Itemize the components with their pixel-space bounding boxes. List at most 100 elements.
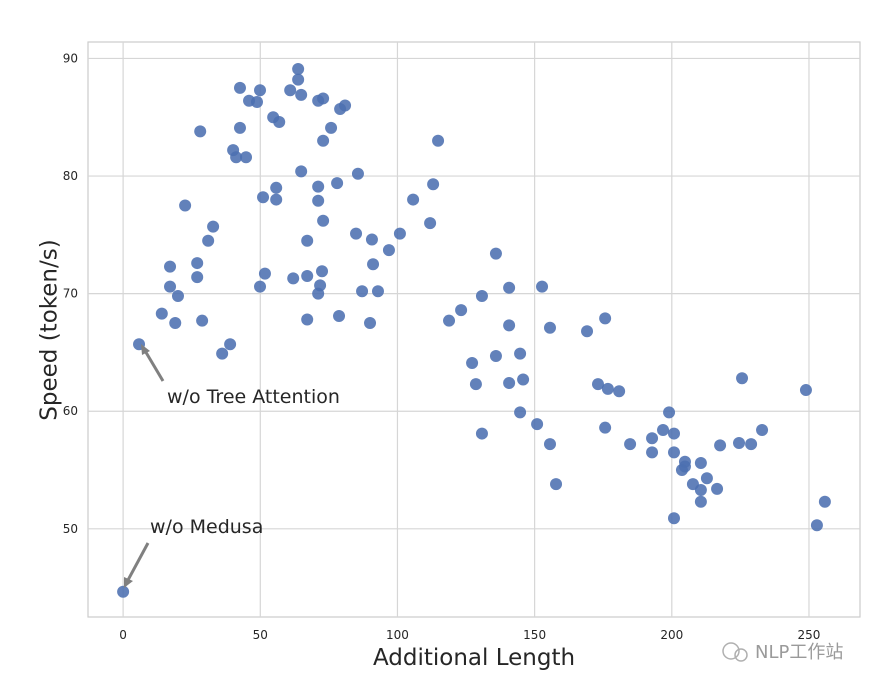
point bbox=[301, 269, 314, 282]
point bbox=[301, 234, 314, 247]
point bbox=[599, 312, 612, 325]
point bbox=[273, 115, 286, 128]
point bbox=[543, 321, 556, 334]
point bbox=[599, 421, 612, 434]
point bbox=[331, 177, 344, 190]
point bbox=[257, 191, 270, 204]
watermark: NLP工作站 bbox=[722, 642, 843, 663]
point bbox=[667, 446, 680, 459]
point bbox=[202, 234, 215, 247]
x-axis-label: Additional Length bbox=[373, 645, 575, 671]
point bbox=[514, 347, 527, 360]
point bbox=[196, 314, 209, 327]
point bbox=[424, 217, 437, 230]
point bbox=[646, 432, 659, 445]
point bbox=[736, 372, 749, 385]
point bbox=[292, 73, 305, 86]
point bbox=[455, 304, 468, 317]
point bbox=[475, 427, 488, 440]
point bbox=[810, 519, 823, 532]
point bbox=[469, 378, 482, 391]
point bbox=[592, 378, 605, 391]
point bbox=[164, 260, 177, 273]
point bbox=[224, 338, 237, 351]
point bbox=[365, 233, 378, 246]
point bbox=[191, 271, 204, 284]
x-tick-label: 150 bbox=[523, 628, 546, 642]
point bbox=[799, 384, 812, 397]
x-tick-label: 250 bbox=[798, 628, 821, 642]
point bbox=[316, 265, 329, 278]
point bbox=[531, 418, 544, 431]
point bbox=[284, 84, 297, 97]
x-tick-label: 200 bbox=[660, 628, 683, 642]
point bbox=[287, 272, 300, 285]
point bbox=[117, 585, 130, 598]
point bbox=[179, 199, 192, 212]
y-axis-label: Speed (token/s) bbox=[37, 239, 63, 420]
y-tick-label: 70 bbox=[63, 287, 78, 301]
annotation-arrow bbox=[142, 348, 165, 382]
point bbox=[250, 95, 263, 108]
point bbox=[663, 406, 676, 419]
point bbox=[756, 424, 769, 437]
point bbox=[613, 385, 626, 398]
point bbox=[194, 125, 207, 138]
point bbox=[382, 244, 395, 257]
point bbox=[694, 495, 707, 508]
point bbox=[317, 92, 330, 105]
point bbox=[350, 227, 363, 240]
point bbox=[312, 180, 325, 193]
point bbox=[489, 349, 502, 362]
point bbox=[443, 314, 456, 327]
point bbox=[325, 121, 338, 134]
point bbox=[164, 280, 177, 293]
point bbox=[601, 382, 614, 395]
point bbox=[240, 151, 253, 164]
point bbox=[667, 427, 680, 440]
point bbox=[694, 484, 707, 497]
annotation-arrowhead bbox=[124, 577, 133, 588]
point bbox=[169, 317, 182, 330]
point bbox=[367, 258, 380, 271]
point bbox=[317, 214, 330, 227]
annotation: w/o Tree Attention bbox=[167, 386, 340, 408]
point bbox=[258, 267, 271, 280]
point bbox=[233, 81, 246, 94]
point bbox=[295, 165, 308, 178]
point bbox=[317, 134, 330, 147]
point bbox=[155, 307, 168, 320]
point bbox=[207, 220, 220, 233]
point bbox=[678, 460, 691, 473]
point bbox=[503, 377, 516, 390]
point bbox=[364, 317, 377, 330]
y-tick-label: 80 bbox=[63, 169, 78, 183]
point bbox=[393, 227, 406, 240]
point bbox=[517, 373, 530, 386]
point bbox=[536, 280, 549, 293]
point bbox=[550, 478, 563, 491]
point bbox=[466, 357, 479, 370]
point bbox=[745, 438, 758, 451]
point bbox=[216, 347, 229, 360]
point bbox=[694, 456, 707, 469]
point bbox=[407, 193, 420, 206]
point bbox=[191, 257, 204, 270]
x-tick-label: 100 bbox=[386, 628, 409, 642]
point bbox=[233, 121, 246, 134]
point bbox=[371, 285, 384, 298]
point bbox=[581, 325, 594, 338]
point bbox=[818, 495, 831, 508]
point bbox=[503, 281, 516, 294]
point bbox=[356, 285, 369, 298]
point bbox=[432, 134, 445, 147]
point bbox=[700, 472, 713, 485]
point bbox=[714, 439, 727, 452]
point bbox=[295, 88, 308, 101]
point bbox=[301, 313, 314, 326]
point bbox=[351, 167, 364, 180]
point bbox=[657, 424, 670, 437]
watermark-text: NLP工作站 bbox=[755, 642, 843, 663]
